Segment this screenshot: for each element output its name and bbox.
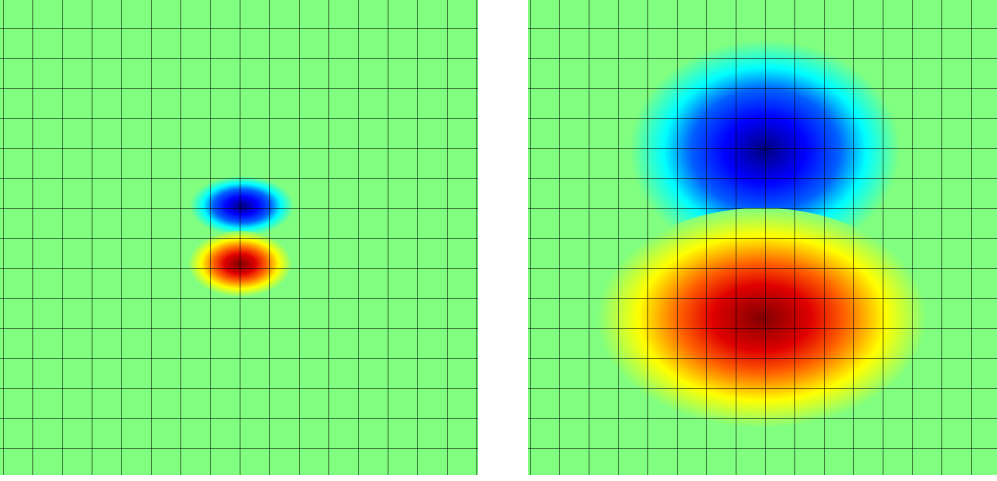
mesh-grid [0, 0, 478, 475]
mesh-grid [528, 0, 997, 475]
right-panel [528, 0, 997, 475]
left-panel [0, 0, 478, 475]
